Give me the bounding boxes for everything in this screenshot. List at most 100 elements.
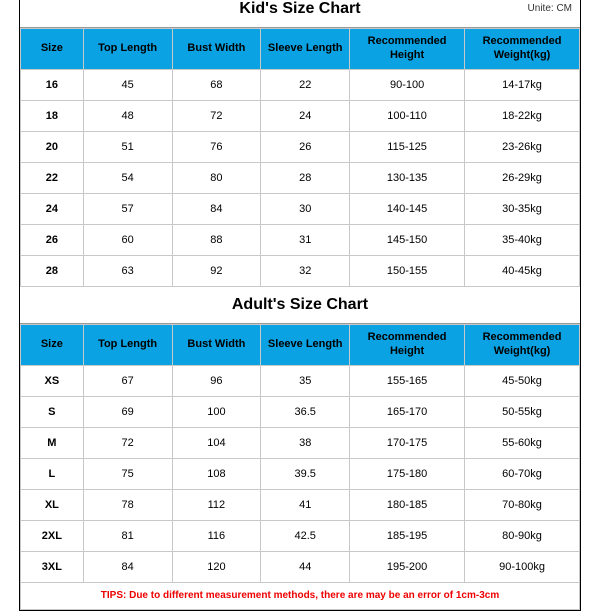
cell: 22 <box>261 69 350 100</box>
col-height: Recommended Height <box>350 324 465 365</box>
cell: XS <box>21 365 84 396</box>
size-chart-container: Kid's Size Chart Unite: CM Size Top Leng… <box>19 0 581 611</box>
cell: 20 <box>21 131 84 162</box>
cell: 84 <box>83 551 172 582</box>
cell: 80-90kg <box>465 520 580 551</box>
col-sleeve: Sleeve Length <box>261 324 350 365</box>
col-size: Size <box>21 28 84 69</box>
table-row: 3XL8412044195-20090-100kg <box>21 551 580 582</box>
cell: 48 <box>83 100 172 131</box>
table-row: M7210438170-17555-60kg <box>21 427 580 458</box>
cell: L <box>21 458 84 489</box>
cell: 28 <box>21 255 84 286</box>
cell: 39.5 <box>261 458 350 489</box>
table-row: L7510839.5175-18060-70kg <box>21 458 580 489</box>
cell: 24 <box>21 193 84 224</box>
cell: 115-125 <box>350 131 465 162</box>
cell: 112 <box>172 489 261 520</box>
cell: 150-155 <box>350 255 465 286</box>
cell: 72 <box>83 427 172 458</box>
cell: 104 <box>172 427 261 458</box>
table-row: 28639232150-15540-45kg <box>21 255 580 286</box>
cell: 100 <box>172 396 261 427</box>
table-row: 24578430140-14530-35kg <box>21 193 580 224</box>
kid-header-row: Size Top Length Bust Width Sleeve Length… <box>21 28 580 69</box>
cell: 2XL <box>21 520 84 551</box>
cell: 22 <box>21 162 84 193</box>
cell: 35-40kg <box>465 224 580 255</box>
cell: 165-170 <box>350 396 465 427</box>
cell: 67 <box>83 365 172 396</box>
cell: 32 <box>261 255 350 286</box>
cell: 76 <box>172 131 261 162</box>
kid-size-table: Size Top Length Bust Width Sleeve Length… <box>20 28 580 287</box>
cell: 175-180 <box>350 458 465 489</box>
cell: 90-100 <box>350 69 465 100</box>
cell: 70-80kg <box>465 489 580 520</box>
cell: 41 <box>261 489 350 520</box>
cell: 63 <box>83 255 172 286</box>
cell: 145-150 <box>350 224 465 255</box>
cell: 75 <box>83 458 172 489</box>
col-bust: Bust Width <box>172 324 261 365</box>
adult-title-row: Adult's Size Chart <box>20 287 580 324</box>
cell: 180-185 <box>350 489 465 520</box>
cell: XL <box>21 489 84 520</box>
col-height: Recommended Height <box>350 28 465 69</box>
cell: 26 <box>21 224 84 255</box>
cell: 23-26kg <box>465 131 580 162</box>
cell: 81 <box>83 520 172 551</box>
cell: 68 <box>172 69 261 100</box>
cell: 120 <box>172 551 261 582</box>
cell: 185-195 <box>350 520 465 551</box>
cell: 92 <box>172 255 261 286</box>
cell: 51 <box>83 131 172 162</box>
col-weight: Recommended Weight(kg) <box>465 324 580 365</box>
cell: 60-70kg <box>465 458 580 489</box>
cell: 40-45kg <box>465 255 580 286</box>
cell: 55-60kg <box>465 427 580 458</box>
cell: 80 <box>172 162 261 193</box>
cell: 72 <box>172 100 261 131</box>
cell: 57 <box>83 193 172 224</box>
cell: 195-200 <box>350 551 465 582</box>
table-row: 20517626115-12523-26kg <box>21 131 580 162</box>
cell: 35 <box>261 365 350 396</box>
cell: 50-55kg <box>465 396 580 427</box>
cell: 88 <box>172 224 261 255</box>
adult-header-row: Size Top Length Bust Width Sleeve Length… <box>21 324 580 365</box>
col-top-length: Top Length <box>83 324 172 365</box>
cell: 108 <box>172 458 261 489</box>
cell: 18 <box>21 100 84 131</box>
cell: 54 <box>83 162 172 193</box>
cell: 155-165 <box>350 365 465 396</box>
cell: 42.5 <box>261 520 350 551</box>
cell: 24 <box>261 100 350 131</box>
table-row: XS679635155-16545-50kg <box>21 365 580 396</box>
cell: 28 <box>261 162 350 193</box>
cell: 90-100kg <box>465 551 580 582</box>
adult-size-table: Size Top Length Bust Width Sleeve Length… <box>20 324 580 610</box>
cell: 100-110 <box>350 100 465 131</box>
cell: 26 <box>261 131 350 162</box>
kid-title: Kid's Size Chart <box>20 0 580 18</box>
table-row: 2XL8111642.5185-19580-90kg <box>21 520 580 551</box>
cell: 45 <box>83 69 172 100</box>
cell: S <box>21 396 84 427</box>
table-row: 22548028130-13526-29kg <box>21 162 580 193</box>
cell: 78 <box>83 489 172 520</box>
table-row: S6910036.5165-17050-55kg <box>21 396 580 427</box>
cell: 30 <box>261 193 350 224</box>
cell: 130-135 <box>350 162 465 193</box>
cell: 44 <box>261 551 350 582</box>
cell: 60 <box>83 224 172 255</box>
adult-title: Adult's Size Chart <box>20 296 580 314</box>
col-size: Size <box>21 324 84 365</box>
table-row: XL7811241180-18570-80kg <box>21 489 580 520</box>
cell: 38 <box>261 427 350 458</box>
table-row: 18487224100-11018-22kg <box>21 100 580 131</box>
unit-label: Unite: CM <box>528 3 572 14</box>
cell: 18-22kg <box>465 100 580 131</box>
tips-note: TIPS: Due to different measurement metho… <box>21 582 580 609</box>
cell: 31 <box>261 224 350 255</box>
